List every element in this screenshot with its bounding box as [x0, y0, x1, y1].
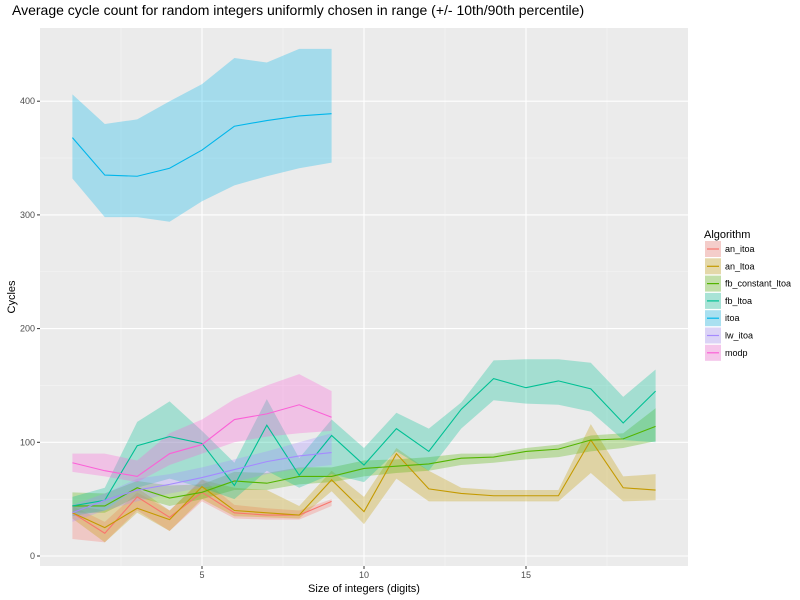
gridlines [40, 28, 688, 566]
y-tick-label: 200 [20, 324, 35, 334]
legend-label: fb_ltoa [725, 296, 752, 306]
ribbon-fb_ltoa [72, 359, 656, 517]
x-tick-label: 5 [199, 570, 204, 580]
ribbon-an_itoa [72, 478, 332, 543]
series-lines [71, 113, 656, 534]
x-tick-label: 10 [359, 570, 369, 580]
axes: 0 100 200 300 400 5 10 15 [20, 96, 531, 580]
legend-label: an_itoa [725, 244, 755, 254]
y-tick-label: 300 [20, 210, 35, 220]
legend-label: an_ltoa [725, 261, 755, 271]
y-tick-label: 100 [20, 437, 35, 447]
legend-title: Algorithm [704, 229, 750, 241]
line-lw_itoa [72, 451, 332, 514]
y-tick-label: 400 [20, 96, 35, 106]
y-tick-label: 0 [30, 551, 35, 561]
line-itoa [71, 113, 332, 177]
ribbon-an_ltoa [72, 424, 656, 543]
legend-label: lw_itoa [725, 331, 753, 341]
x-axis-label: Size of integers (digits) [308, 583, 420, 595]
line-an_ltoa [72, 438, 656, 529]
legend-label: modp [725, 348, 748, 358]
line-fb_ltoa [72, 378, 656, 507]
chart-title: Average cycle count for random integers … [12, 2, 584, 18]
line-fb_constant_ltoa [72, 425, 656, 507]
legend: Algorithm an_itoa an_ltoa fb_constant_ltoa… [704, 229, 791, 361]
ribbon-itoa [72, 48, 332, 222]
line-modp [72, 404, 332, 477]
legend-label: itoa [725, 313, 740, 323]
y-axis-label: Cycles [6, 280, 18, 314]
legend-label: fb_constant_ltoa [725, 279, 791, 289]
x-tick-label: 15 [521, 570, 531, 580]
ribbon-modp [72, 374, 332, 483]
